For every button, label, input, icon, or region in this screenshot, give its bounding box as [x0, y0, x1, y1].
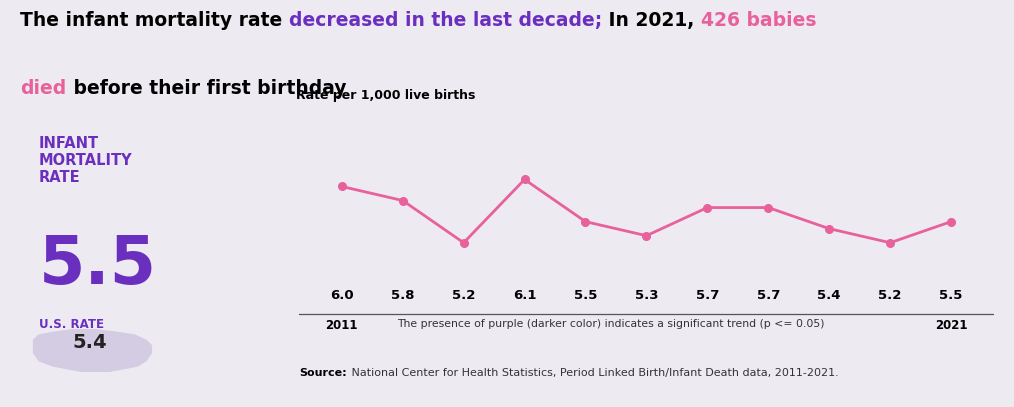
Text: Rate per 1,000 live births: Rate per 1,000 live births	[296, 90, 475, 103]
Text: 5.5: 5.5	[574, 289, 597, 302]
Text: 5.2: 5.2	[452, 289, 476, 302]
Text: The presence of purple (darker color) indicates a significant trend (p <= 0.05): The presence of purple (darker color) in…	[396, 319, 824, 329]
Text: 5.3: 5.3	[635, 289, 658, 302]
Text: 5.4: 5.4	[817, 289, 841, 302]
Text: INFANT
MORTALITY
RATE: INFANT MORTALITY RATE	[39, 136, 132, 186]
Text: 5.5: 5.5	[39, 232, 156, 298]
Text: died: died	[20, 79, 67, 98]
Text: 5.2: 5.2	[878, 289, 901, 302]
Text: 6.0: 6.0	[330, 289, 354, 302]
Text: 5.7: 5.7	[756, 289, 780, 302]
Text: U.S. RATE: U.S. RATE	[39, 318, 103, 331]
Text: 2021: 2021	[935, 319, 967, 332]
Text: The infant mortality rate: The infant mortality rate	[20, 11, 289, 30]
Text: 426 babies: 426 babies	[701, 11, 816, 30]
Text: before their first birthday: before their first birthday	[67, 79, 346, 98]
Text: 2011: 2011	[325, 319, 358, 332]
Text: Source:: Source:	[299, 368, 347, 379]
Text: In 2021,: In 2021,	[602, 11, 701, 30]
Text: decreased in the last decade;: decreased in the last decade;	[289, 11, 602, 30]
Text: National Center for Health Statistics, Period Linked Birth/Infant Death data, 20: National Center for Health Statistics, P…	[348, 368, 839, 379]
Text: 6.1: 6.1	[513, 289, 536, 302]
Text: 5.7: 5.7	[696, 289, 719, 302]
PathPatch shape	[32, 329, 152, 372]
Text: 5.8: 5.8	[391, 289, 415, 302]
Text: 5.4: 5.4	[72, 333, 106, 352]
Text: 5.5: 5.5	[939, 289, 962, 302]
